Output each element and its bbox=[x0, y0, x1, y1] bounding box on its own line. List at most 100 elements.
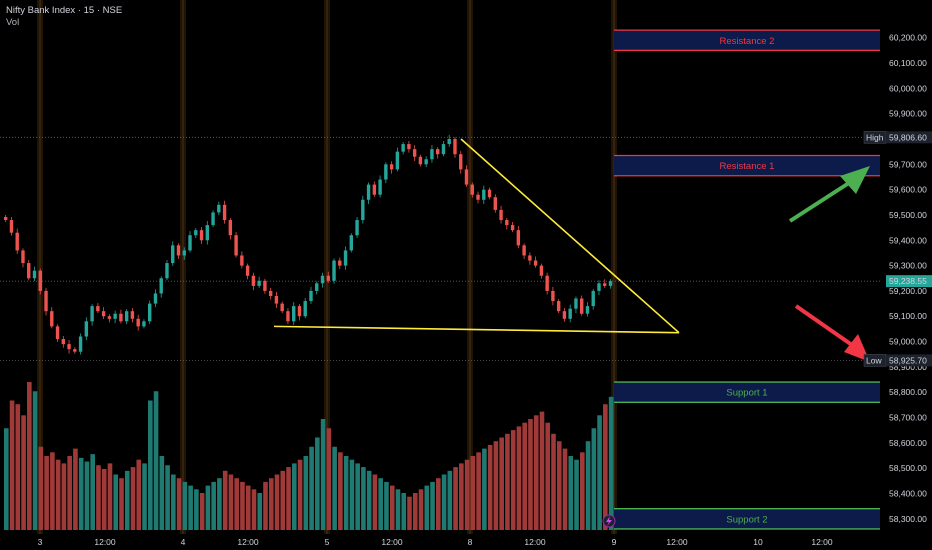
candle bbox=[27, 260, 31, 281]
candle bbox=[608, 279, 613, 289]
price-tick-label: 60,000.00 bbox=[889, 83, 927, 93]
volume-bar bbox=[280, 470, 286, 530]
time-axis[interactable]: 3 12:00 4 12:00 5 12:00 8 12:00 9 12:00 10 12:00 bbox=[38, 514, 833, 547]
zone-resistance-1: Resistance 1 bbox=[614, 154, 880, 177]
volume-bar bbox=[545, 422, 551, 530]
candle bbox=[505, 218, 509, 230]
zone-support-2: Support 2 bbox=[614, 508, 880, 530]
volume-bar bbox=[332, 446, 337, 530]
candle-body bbox=[32, 270, 37, 279]
candle bbox=[107, 314, 112, 323]
high-price-badge-value: 59,806.60 bbox=[889, 132, 927, 142]
price-tick-label: 59,400.00 bbox=[889, 235, 927, 245]
candle bbox=[159, 276, 163, 298]
volume-bar bbox=[27, 382, 32, 530]
candle-body bbox=[436, 149, 440, 155]
arrow-down-icon bbox=[844, 334, 870, 362]
volume-legend: Vol bbox=[6, 17, 20, 28]
trendline-descending bbox=[460, 138, 680, 334]
candle bbox=[585, 302, 590, 317]
candle-body bbox=[533, 260, 538, 266]
candle-body bbox=[182, 250, 186, 256]
last-price-badge-value: 59,238.55 bbox=[889, 276, 927, 286]
candle-body bbox=[395, 151, 400, 170]
candle-body bbox=[505, 220, 509, 226]
price-axis[interactable]: 60,200.00 60,100.00 60,000.00 59,900.00 59,8… bbox=[863, 33, 932, 524]
zone-label-support-2: Support 2 bbox=[726, 514, 767, 525]
volume-bar bbox=[568, 456, 574, 530]
candle-body bbox=[96, 306, 100, 312]
candle bbox=[292, 302, 296, 325]
volume-bar bbox=[580, 452, 585, 530]
zone-fill bbox=[614, 382, 880, 403]
candle-body bbox=[545, 275, 549, 291]
candle-body bbox=[38, 270, 42, 291]
candle bbox=[320, 272, 325, 288]
zone-resistance-2: Resistance 2 bbox=[614, 29, 880, 52]
price-tick-label: 59,000.00 bbox=[889, 337, 927, 347]
price-tick-label: 58,800.00 bbox=[889, 387, 927, 397]
low-price-badge: Low 58,925.70 bbox=[863, 354, 932, 367]
candle bbox=[44, 287, 48, 316]
arrow-up-icon bbox=[840, 166, 870, 194]
candle bbox=[378, 175, 382, 198]
volume-bar bbox=[355, 463, 360, 530]
candle bbox=[280, 301, 284, 314]
candle-body bbox=[424, 159, 428, 165]
volume-bar bbox=[107, 463, 113, 530]
candle-body bbox=[257, 280, 261, 286]
time-tick-label: 12:00 bbox=[94, 537, 116, 547]
volume-bar bbox=[470, 456, 476, 530]
candle bbox=[349, 233, 353, 253]
volume-bar bbox=[493, 441, 499, 530]
candle-body bbox=[585, 306, 590, 314]
volume-bar bbox=[217, 478, 222, 530]
candle-body bbox=[205, 225, 209, 241]
candle-body bbox=[67, 344, 71, 350]
candle bbox=[447, 134, 451, 147]
volume-bar bbox=[338, 452, 343, 530]
candle-body bbox=[194, 230, 198, 236]
candle bbox=[372, 181, 377, 197]
volume-bar bbox=[44, 456, 49, 530]
high-price-badge-tag-label: High bbox=[866, 132, 884, 142]
candle bbox=[274, 291, 279, 308]
candle bbox=[562, 308, 567, 322]
volume-bar bbox=[539, 411, 545, 530]
time-tick-label: 5 bbox=[325, 537, 330, 547]
candle bbox=[61, 335, 65, 348]
candle bbox=[436, 147, 440, 159]
candle bbox=[580, 295, 584, 316]
candle bbox=[257, 276, 261, 288]
trendline-ascending bbox=[273, 325, 680, 334]
volume-bar bbox=[78, 457, 84, 530]
time-tick-label: 12:00 bbox=[524, 537, 546, 547]
volume-bar bbox=[522, 422, 527, 530]
candle-body bbox=[251, 275, 256, 286]
candle bbox=[545, 272, 549, 295]
candle bbox=[90, 304, 94, 326]
candle bbox=[50, 307, 54, 329]
zone-fill bbox=[614, 155, 880, 176]
symbol-title[interactable]: Nifty Bank Index · 15 · NSE bbox=[6, 5, 123, 16]
candle-body bbox=[562, 311, 567, 319]
candle bbox=[464, 165, 469, 187]
candle-body bbox=[136, 318, 140, 327]
volume-bar bbox=[21, 415, 26, 530]
volume-bar bbox=[15, 404, 21, 530]
volume-bar bbox=[591, 428, 597, 530]
volume-bar bbox=[562, 448, 568, 530]
candle bbox=[240, 251, 244, 269]
price-tick-label: 59,600.00 bbox=[889, 185, 927, 195]
volume-bar bbox=[303, 456, 309, 530]
zone-fill bbox=[614, 508, 880, 529]
candle bbox=[470, 182, 474, 198]
price-tick-label: 58,400.00 bbox=[889, 488, 927, 498]
volume-bar bbox=[395, 489, 401, 530]
candle bbox=[286, 308, 290, 325]
trendlines[interactable] bbox=[273, 138, 680, 334]
candle-body bbox=[556, 301, 561, 312]
candle bbox=[234, 232, 238, 258]
candle bbox=[165, 260, 169, 281]
